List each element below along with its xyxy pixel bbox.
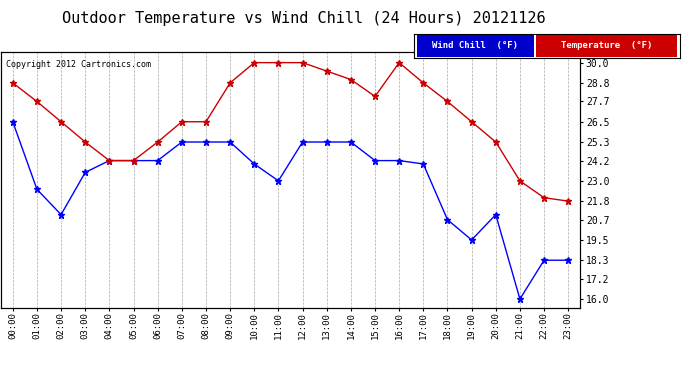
FancyBboxPatch shape: [536, 35, 677, 57]
FancyBboxPatch shape: [417, 35, 533, 57]
Text: Outdoor Temperature vs Wind Chill (24 Hours) 20121126: Outdoor Temperature vs Wind Chill (24 Ho…: [62, 11, 545, 26]
Text: Copyright 2012 Cartronics.com: Copyright 2012 Cartronics.com: [6, 60, 152, 69]
Text: Temperature  (°F): Temperature (°F): [561, 42, 652, 51]
Text: Wind Chill  (°F): Wind Chill (°F): [432, 42, 518, 51]
